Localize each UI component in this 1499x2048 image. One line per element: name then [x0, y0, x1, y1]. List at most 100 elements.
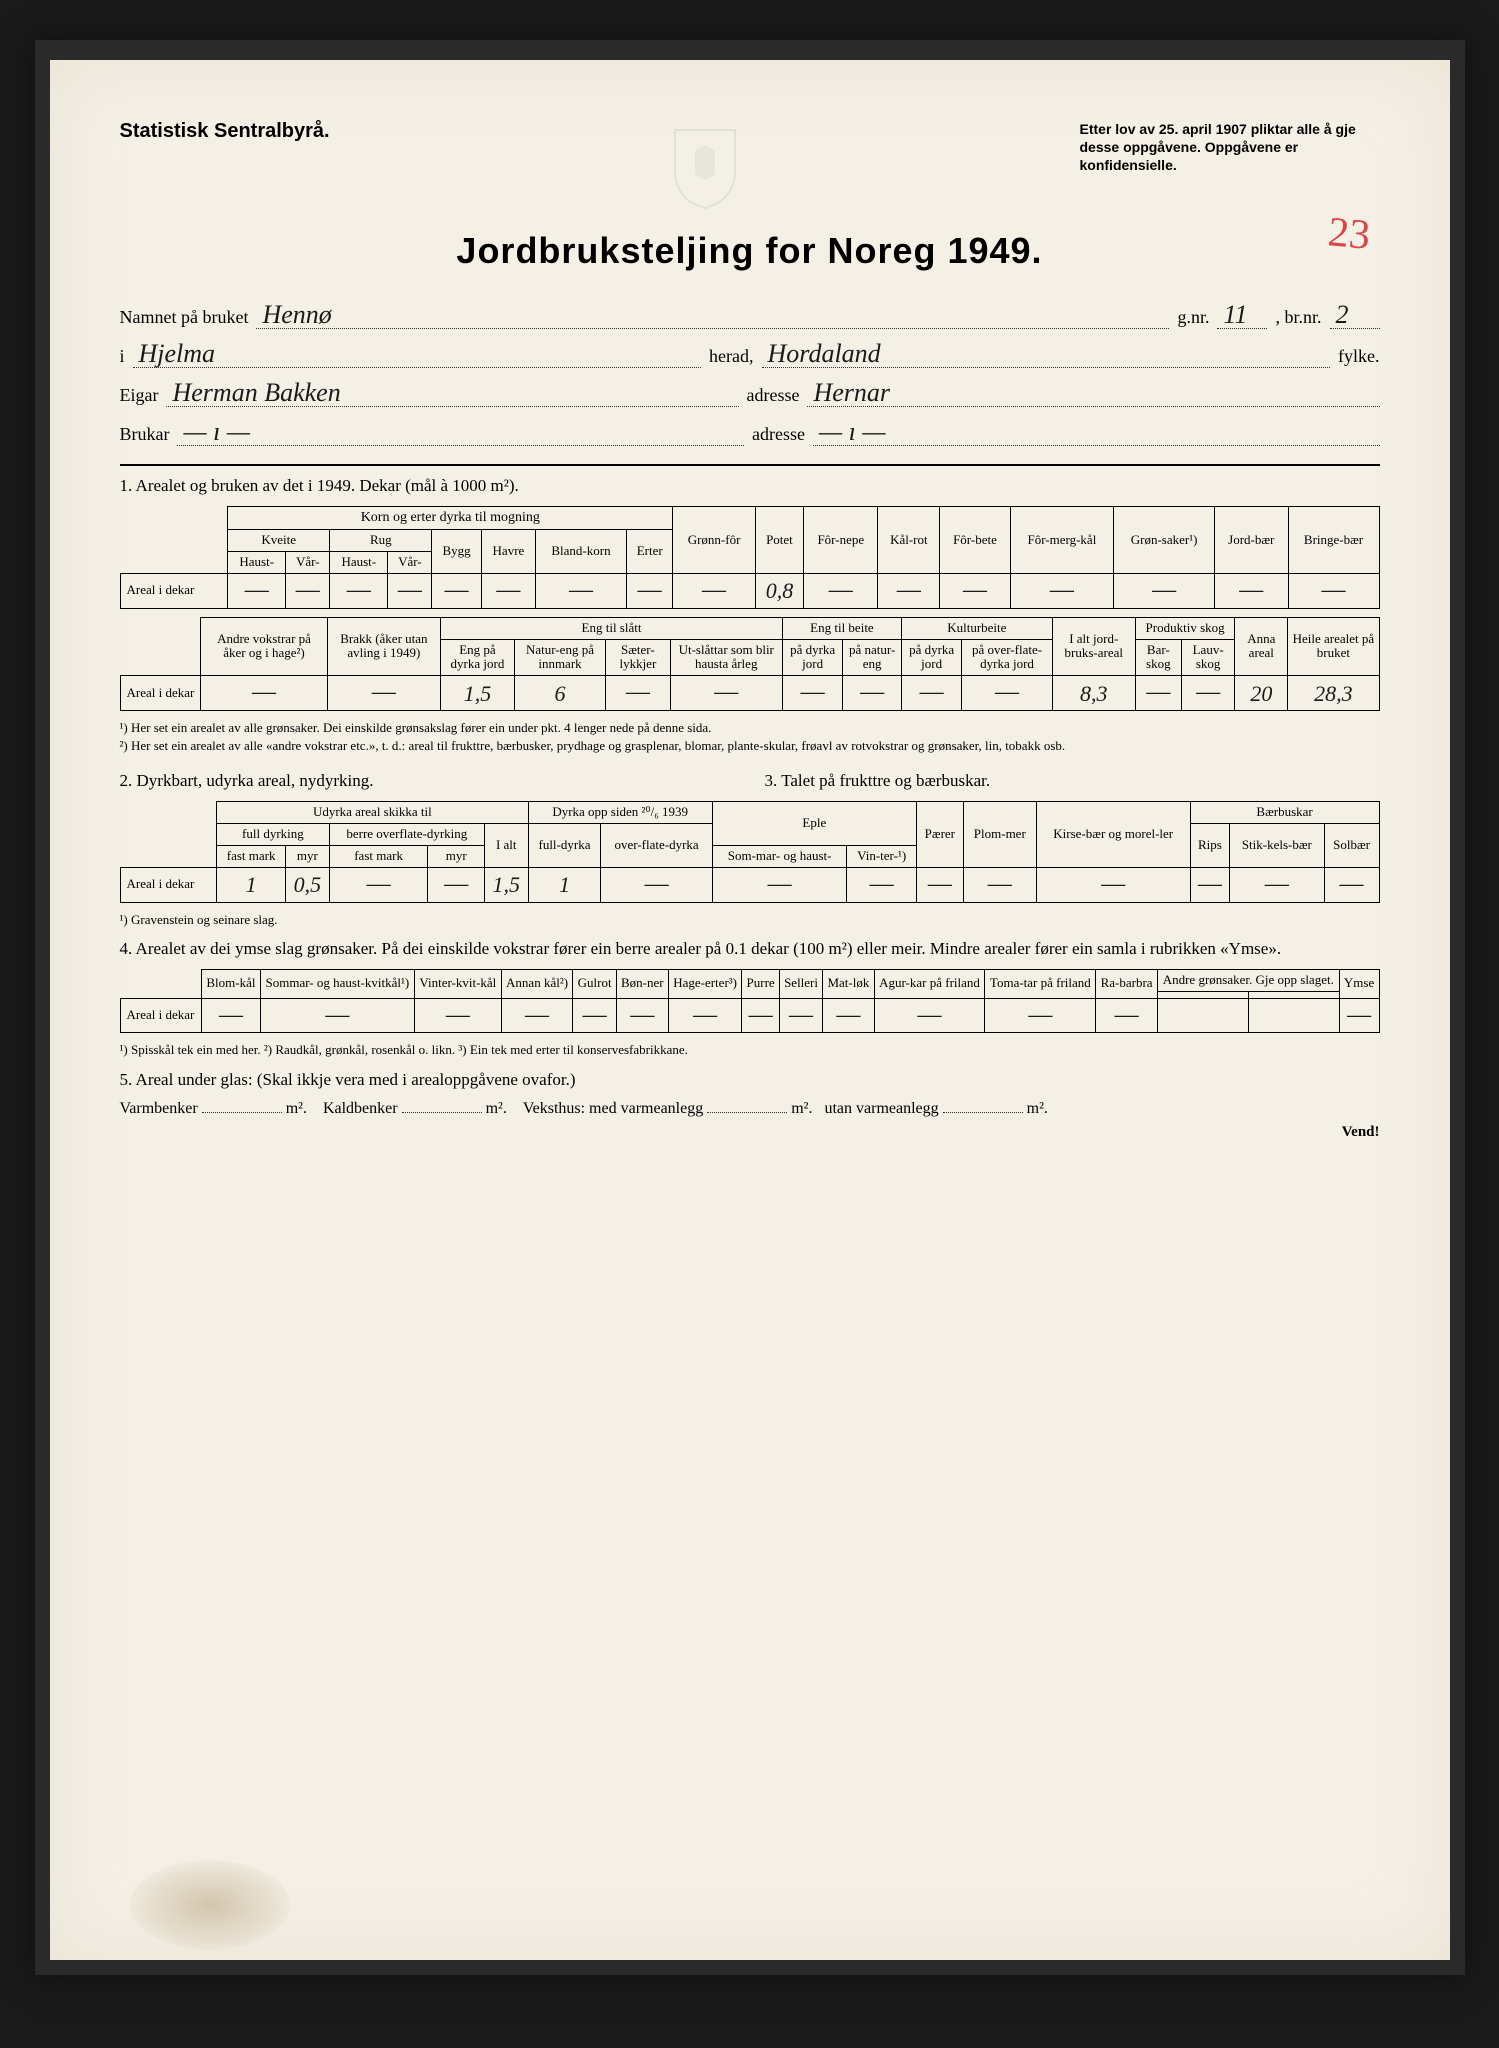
- col: Mat-løk: [823, 969, 874, 998]
- field-eigar-adresse: Hernar: [807, 380, 1379, 407]
- footnote-4: ¹) Spisskål tek ein med her. ²) Raudkål,…: [120, 1041, 1380, 1059]
- cell: 1,5: [484, 868, 528, 903]
- col: Sæter-lykkjer: [606, 639, 670, 676]
- col: Vår-: [286, 552, 330, 574]
- table-row: Areal i dekar — — — — — — — — — — — — — …: [120, 998, 1379, 1033]
- cell: —: [1114, 573, 1215, 608]
- divider: [120, 464, 1380, 466]
- field: [402, 1112, 482, 1113]
- cell: 6: [514, 676, 605, 711]
- label: Varmbenker: [120, 1100, 198, 1118]
- col: Kål-rot: [878, 507, 940, 574]
- label: adresse: [747, 385, 800, 406]
- col-group: Korn og erter dyrka til mogning: [228, 507, 673, 530]
- table-2-3: Udyrka areal skikka til Dyrka opp siden …: [120, 801, 1380, 902]
- label: Brukar: [120, 424, 170, 445]
- turn-page-note: Vend!: [120, 1124, 1380, 1141]
- col: Bygg: [432, 530, 481, 574]
- cell: 1: [528, 868, 601, 903]
- field-eigar: Herman Bakken: [166, 380, 738, 407]
- section-4-title: 4. Arealet av dei ymse slag grønsaker. P…: [120, 939, 1380, 959]
- footnote-1: ¹) Her set ein arealet av alle grønsaker…: [120, 719, 1380, 755]
- col: Toma-tar på friland: [985, 969, 1096, 998]
- col-group: Dyrka opp siden ²⁰/₆ 1939: [528, 802, 712, 824]
- cell: —: [414, 998, 501, 1033]
- agency-name: Statistisk Sentralbyrå.: [120, 120, 330, 143]
- col: Eple: [712, 802, 916, 846]
- col: Ra-barbra: [1096, 969, 1158, 998]
- col: over-flate-dyrka: [601, 824, 712, 868]
- label: Kaldbenker: [323, 1100, 398, 1118]
- field: [707, 1112, 787, 1113]
- label: utan varmeanlegg: [824, 1100, 938, 1118]
- cell: —: [847, 868, 916, 903]
- col: Haust-: [228, 552, 286, 574]
- field-brukar-adresse: — ı —: [813, 419, 1380, 446]
- cell: —: [874, 998, 985, 1033]
- label: g.nr.: [1177, 307, 1209, 328]
- scanner-frame: Statistisk Sentralbyrå. Etter lov av 25.…: [35, 40, 1465, 1975]
- cell: —: [668, 998, 741, 1033]
- cell: —: [606, 676, 670, 711]
- row-label: Areal i dekar: [120, 573, 228, 608]
- table-row: Areal i dekar 1 0,5 — — 1,5 1 — — — — — …: [120, 868, 1379, 903]
- col: Sommar- og haust-kvitkål¹): [260, 969, 414, 998]
- col: Agur-kar på friland: [874, 969, 985, 998]
- section-1-title: 1. Arealet og bruken av det i 1949. Deka…: [120, 476, 1380, 496]
- cell: —: [1036, 868, 1190, 903]
- cell: —: [804, 573, 878, 608]
- row-label: Areal i dekar: [120, 676, 201, 711]
- col: Haust-: [330, 552, 388, 574]
- col: Hage-erter³): [668, 969, 741, 998]
- col: Pærer: [916, 802, 963, 868]
- label: i: [120, 346, 125, 367]
- row-label: Areal i dekar: [120, 868, 217, 903]
- field: [943, 1112, 1023, 1113]
- cell: 1: [217, 868, 286, 903]
- field-bruket: Hennø: [256, 302, 1169, 329]
- cell: —: [916, 868, 963, 903]
- col: [1248, 991, 1339, 998]
- col: myr: [286, 846, 330, 868]
- col: Natur-eng på innmark: [514, 639, 605, 676]
- col: Fôr-merg-kål: [1010, 507, 1114, 574]
- col: på dyrka jord: [901, 639, 961, 676]
- col: Vår-: [388, 552, 432, 574]
- paper-stain: [130, 1860, 290, 1950]
- col: Kveite: [228, 530, 330, 552]
- cell: —: [616, 998, 668, 1033]
- cell: [1157, 998, 1248, 1033]
- cell: —: [201, 676, 327, 711]
- cell: —: [286, 573, 330, 608]
- col: Ymse: [1339, 969, 1379, 998]
- label: Veksthus: med varmeanlegg: [523, 1100, 703, 1118]
- col: Vinter-kvit-kål: [414, 969, 501, 998]
- cell: —: [782, 676, 842, 711]
- cell: [1248, 998, 1339, 1033]
- cell: —: [1215, 573, 1289, 608]
- form-line-herad: i Hjelma herad, Hordaland fylke.: [120, 341, 1380, 368]
- col-group: Udyrka areal skikka til: [217, 802, 528, 824]
- cell: —: [670, 676, 782, 711]
- col: Grøn-saker¹): [1114, 507, 1215, 574]
- cell: —: [823, 998, 874, 1033]
- cell: —: [432, 573, 481, 608]
- col: full-dyrka: [528, 824, 601, 868]
- label: herad,: [709, 346, 753, 367]
- cell: —: [901, 676, 961, 711]
- col: berre overflate-dyrking: [329, 824, 484, 846]
- unit: m².: [486, 1100, 507, 1118]
- cell: —: [779, 998, 822, 1033]
- unit: m².: [1027, 1100, 1048, 1118]
- form-line-brukar: Brukar — ı — adresse — ı —: [120, 419, 1380, 446]
- table-4: Blom-kål Sommar- og haust-kvitkål¹) Vint…: [120, 969, 1380, 1034]
- cell: —: [1190, 868, 1229, 903]
- col: Kirse-bær og morel-ler: [1036, 802, 1190, 868]
- cell: —: [1339, 998, 1379, 1033]
- cell: —: [330, 573, 388, 608]
- cell: 0,8: [755, 573, 804, 608]
- col-group: Kulturbeite: [901, 617, 1052, 639]
- col: Rug: [330, 530, 432, 552]
- field-brukar: — ı —: [177, 419, 744, 446]
- col-group: Bærbuskar: [1190, 802, 1379, 824]
